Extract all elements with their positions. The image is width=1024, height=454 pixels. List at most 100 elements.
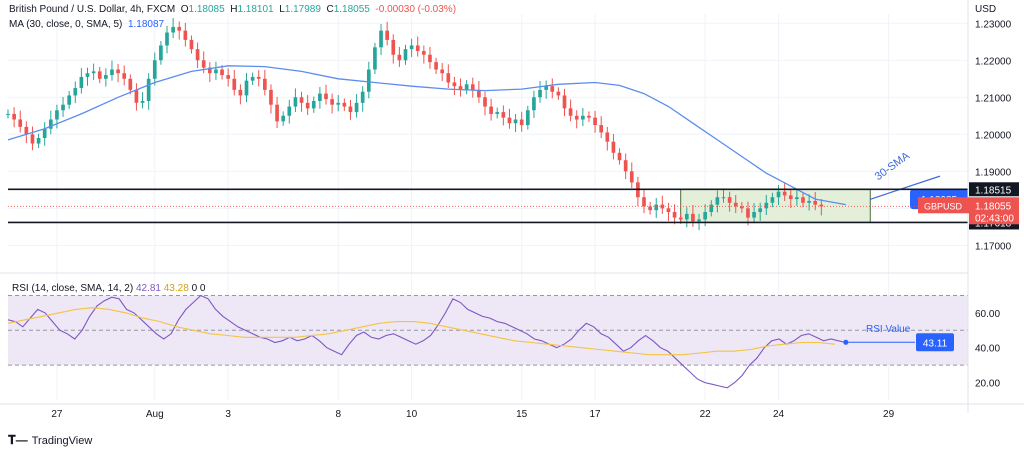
candle-body [415,45,420,52]
candle-body [61,104,65,111]
candle-body [684,213,689,220]
candle-body [165,32,169,46]
candle-body [128,78,133,90]
rsi-lines: RSI Value 43.11 [7,294,954,389]
candle-body [507,117,512,124]
tradingview-logo-icon: 𝐓— [8,433,28,447]
time-tick-label: 29 [883,409,895,420]
price-tick-label: 1.22000 [975,56,1012,67]
price-tick-label: 1.20000 [975,130,1012,141]
candle-body [617,152,622,161]
annotation-arrow [870,175,941,200]
candle-body [275,104,279,122]
change-value: -0.00030 (-0.03%) [375,4,457,15]
candle-body [110,69,114,76]
candle-body [495,112,500,114]
candle-body [819,204,824,207]
candle-body [287,106,292,116]
candle-body [795,197,799,200]
close-label: C [326,4,334,15]
candle-body [758,208,763,213]
candle-body [379,30,383,48]
candle-body [605,132,610,142]
candle-body [238,89,243,96]
candle-body [611,141,616,153]
candle-body [6,113,10,115]
time-tick-label: Aug [146,409,164,420]
candle-body [776,191,781,198]
rsi-title: RSI (14, close, SMA, 14, 2) 42.81 43.28 … [12,283,206,294]
candle-body [385,30,389,40]
time-tick-label: 27 [51,409,63,420]
candle-body [201,60,206,68]
close-value: 1.18055 [333,4,370,15]
rsi-ma-legend: 43.28 [164,283,192,294]
candle-body [324,93,328,100]
low-value: 1.17989 [284,4,321,15]
high-label: H [230,4,238,15]
low-label: L [279,4,285,15]
candle-body [195,49,200,61]
candle-body [733,202,738,207]
candle-body [281,115,286,122]
time-tick-label: 15 [516,409,528,420]
candle-body [336,102,341,105]
candle-body [556,91,561,96]
candle-body [422,51,426,55]
candle-body [764,202,769,209]
candle-body [501,112,506,118]
candle-body [311,100,316,109]
range-box [680,188,871,223]
candle-body [550,86,555,92]
rsi-value-callout-text: 43.11 [923,338,948,349]
candle-body [146,78,151,101]
level-lines [8,188,968,224]
candle-body [97,71,102,79]
candle-body [587,115,591,118]
candle-body [244,80,249,96]
candle-body [678,217,683,220]
rsi-extra-legend: 0 0 [192,283,206,294]
candle-body [544,86,548,90]
candle-body [697,219,701,222]
ma-legend: MA (30, close, 0, SMA, 5) [9,19,123,30]
time-tick-label: 3 [225,409,231,420]
candle-body [397,54,402,61]
candle-body [250,76,255,81]
candle-body [140,100,145,103]
candle-body [207,67,212,74]
candle-body [642,197,646,207]
candle-body [721,197,726,199]
candle-body [807,200,811,203]
candle-body [813,200,818,205]
brand: 𝐓— TradingView [8,433,92,448]
candle-body [269,89,273,105]
candle-body [366,69,371,92]
candle-body [446,73,451,83]
high-value: 1.18101 [237,4,274,15]
candle-body [691,213,695,222]
candle-body [299,97,304,103]
candle-body [629,171,634,183]
candle-body [513,119,518,124]
candle-body [581,115,585,120]
candle-body [134,89,139,103]
candle-body [189,39,194,50]
candle-body [293,97,298,107]
candle-body [409,45,414,50]
candle-body [183,30,188,40]
candle-body [48,119,53,129]
candle-body [373,47,377,70]
candle-body [263,78,267,90]
candle-body [672,212,677,218]
candle-body [330,99,334,105]
candle-body [519,119,524,126]
candle-body [489,106,493,114]
candle-body [434,62,438,70]
rsi-tick-label: 20.00 [975,379,1000,390]
candle-body [220,69,224,76]
candle-body [593,117,597,126]
open-value: 1.18085 [188,4,225,15]
candle-body [538,89,542,98]
